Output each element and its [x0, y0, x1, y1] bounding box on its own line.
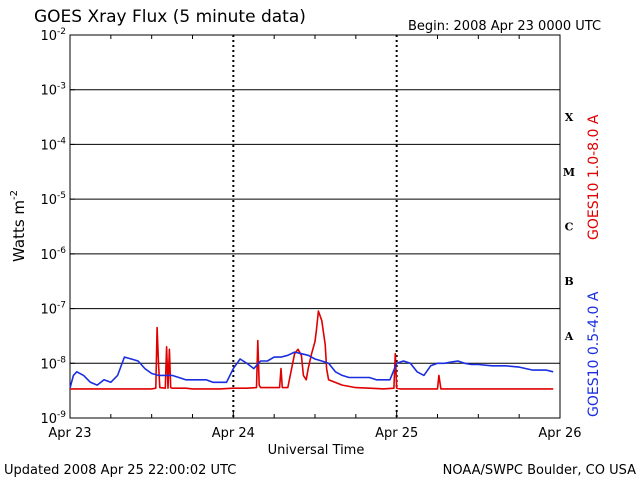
series-line-long-channel [70, 310, 554, 390]
legend-long-channel: GOES10 1.0-8.0 A [586, 114, 602, 240]
legend-short-channel: GOES10 0.5-4.0 A [586, 291, 602, 417]
y-tick-labels: 10-9 10-8 10-7 10-6 10-5 10-4 10-3 10-2 [40, 27, 75, 427]
y-axis-label-superscript: -2 [9, 190, 20, 200]
flare-class-a: A [564, 330, 574, 343]
plot-frame [69, 34, 561, 419]
agency-credit: NOAA/SWPC Boulder, CO USA [443, 463, 636, 478]
x-tick-label: Apr 25 [375, 426, 418, 441]
svg-text:Watts m-2: Watts m-2 [9, 190, 28, 262]
flare-class-m: M [563, 166, 575, 179]
y-tick-label: 10-6 [40, 246, 66, 263]
grid-lines [69, 35, 561, 418]
x-tick-label: Apr 26 [538, 426, 581, 441]
y-axis-title: Watts m-2 [9, 190, 28, 262]
x-axis-title: Universal Time [268, 443, 365, 458]
flare-class-c: C [565, 221, 574, 234]
flare-class-b: B [564, 275, 573, 288]
x-tick-labels: Apr 23 Apr 24 Apr 25 Apr 26 [48, 426, 581, 441]
y-tick-label: 10-9 [40, 410, 66, 427]
y-axis-label: Watts m [10, 200, 28, 262]
x-tick-label: Apr 24 [212, 426, 255, 441]
y-tick-label: 10-4 [40, 136, 66, 153]
y-tick-label: 10-8 [40, 355, 66, 372]
flare-class-x: X [565, 111, 574, 124]
series-lines [69, 310, 554, 390]
x-tick-label: Apr 23 [48, 426, 91, 441]
series-line-short-channel [69, 351, 554, 389]
y-tick-label: 10-5 [40, 191, 66, 208]
y-tick-label: 10-7 [40, 301, 66, 318]
y-tick-label: 10-3 [40, 82, 66, 99]
chart-title: GOES Xray Flux (5 minute data) [34, 7, 306, 27]
updated-timestamp: Updated 2008 Apr 25 22:00:02 UTC [4, 463, 236, 478]
flare-class-labels: X M C B A [563, 111, 575, 343]
y-tick-label: 10-2 [40, 27, 66, 44]
begin-label: Begin: 2008 Apr 23 0000 UTC [408, 19, 601, 34]
